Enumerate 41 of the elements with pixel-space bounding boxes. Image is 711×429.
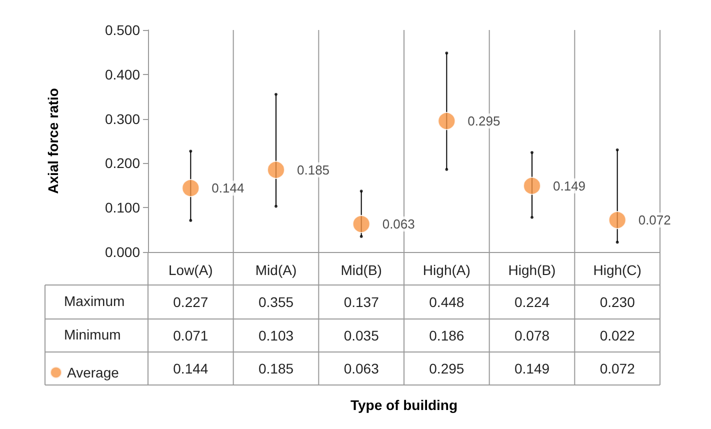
text: Maximum [64, 293, 125, 309]
text: 0.072 [638, 212, 671, 228]
x-tick-label: Mid(A) [255, 262, 297, 278]
x-tick-label: Mid(B) [340, 262, 382, 278]
data-label: 0.137 [344, 294, 380, 310]
data-label: 0.022 [600, 328, 636, 344]
y-tick-label: 0.100 [104, 200, 140, 216]
text: 0.063 [382, 216, 415, 232]
data-label: 0.063 [344, 360, 380, 376]
data-label: 0.227 [173, 294, 208, 310]
legend-label: Average [67, 364, 120, 380]
data-label: 0.295 [429, 360, 464, 376]
text: 0.149 [553, 178, 586, 194]
x-tick-label: High(A) [422, 262, 470, 278]
data-label: 0.230 [600, 294, 636, 310]
y-axis-title: Axial force ratio [45, 88, 61, 194]
data-label: 0.035 [344, 328, 380, 344]
text: 0.185 [297, 162, 330, 178]
text: Type of building [350, 397, 458, 413]
x-tick-label: Low(A) [168, 262, 213, 278]
data-label: 0.078 [514, 328, 550, 344]
data-label: 0.103 [258, 328, 294, 344]
x-tick-label: High(B) [508, 262, 556, 278]
data-label: 0.149 [514, 360, 550, 376]
text: Minimum [64, 326, 121, 342]
data-label: 0.185 [258, 360, 294, 376]
x-tick-label: High(C) [593, 262, 642, 278]
data-label: 0.144 [173, 360, 208, 376]
data-label: 0.071 [173, 328, 208, 344]
y-tick-label: 0.500 [104, 22, 140, 38]
y-tick-label: 0.300 [104, 110, 140, 127]
y-tick-label: 0.000 [104, 244, 140, 260]
data-label: 0.355 [258, 294, 294, 310]
data-label: 0.448 [429, 294, 464, 310]
y-tick-label: 0.200 [104, 155, 140, 172]
text: 0.144 [212, 180, 244, 196]
y-tick-label: 0.400 [104, 66, 140, 82]
data-label: 0.186 [429, 328, 464, 344]
data-label: 0.224 [514, 294, 550, 310]
data-label: 0.072 [600, 360, 636, 376]
text: 0.295 [468, 114, 500, 129]
